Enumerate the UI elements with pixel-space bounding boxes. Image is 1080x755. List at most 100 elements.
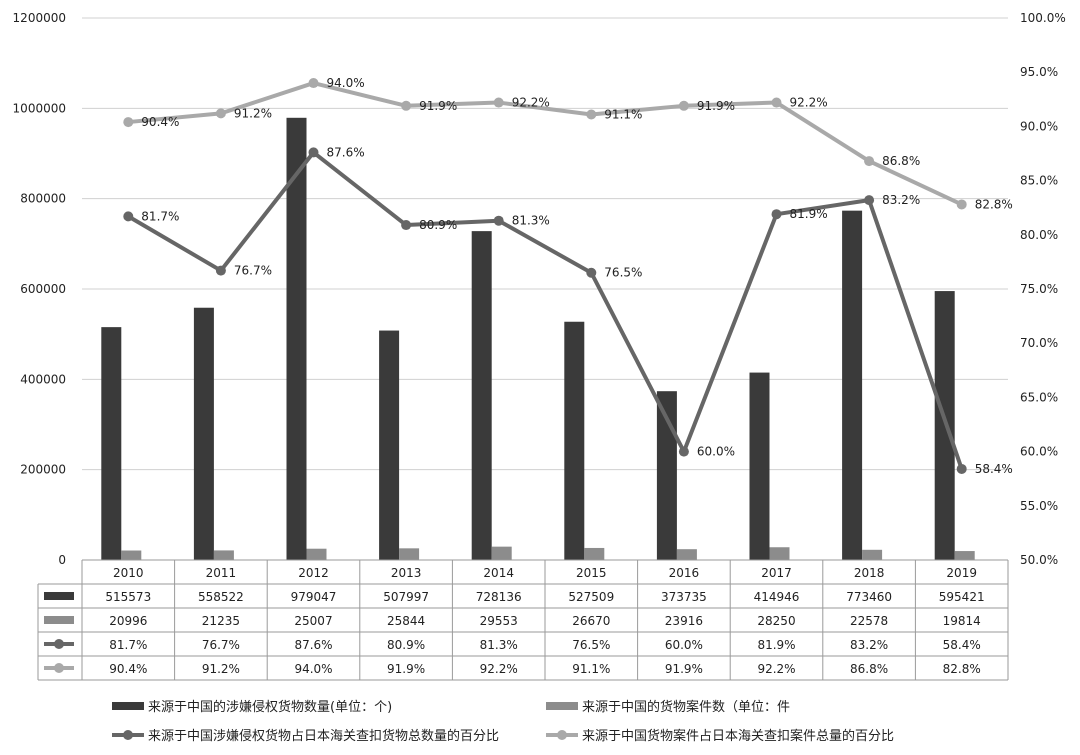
- table-cell: 558522: [198, 590, 244, 604]
- category-label: 2017: [761, 566, 792, 580]
- bar-seized-goods: [749, 372, 770, 560]
- table-cell: 515573: [105, 590, 151, 604]
- table-cell: 94.0%: [294, 662, 332, 676]
- data-label: 91.2%: [234, 106, 272, 120]
- bar-seized-goods: [656, 391, 677, 560]
- line-point: [401, 220, 412, 231]
- table-cell: 19814: [943, 614, 981, 628]
- y-right-tick-label: 50.0%: [1020, 553, 1058, 567]
- table-cell: 25007: [294, 614, 332, 628]
- data-label: 87.6%: [327, 145, 365, 159]
- table-cell: 91.1%: [572, 662, 610, 676]
- table-cell: 29553: [480, 614, 518, 628]
- table-cell: 414946: [754, 590, 800, 604]
- y-left-tick-label: 600000: [20, 282, 66, 296]
- y-right-tick-label: 75.0%: [1020, 282, 1058, 296]
- table-cell: 373735: [661, 590, 707, 604]
- data-label: 86.8%: [882, 154, 920, 168]
- data-label: 60.0%: [697, 445, 735, 459]
- table-cell: 25844: [387, 614, 425, 628]
- y-left-tick-label: 200000: [20, 463, 66, 477]
- table-cell: 595421: [939, 590, 985, 604]
- table-cell: 81.3%: [480, 638, 518, 652]
- line-point: [678, 100, 689, 111]
- y-right-tick-label: 85.0%: [1020, 174, 1058, 188]
- legend-key: [557, 730, 567, 740]
- legend-key: [112, 702, 144, 710]
- table-cell: 91.2%: [202, 662, 240, 676]
- bar-seized-goods: [842, 210, 863, 560]
- table-cell: 87.6%: [294, 638, 332, 652]
- line-point: [678, 446, 689, 457]
- data-label: 81.3%: [512, 214, 550, 228]
- legend-label: 来源于中国货物案件占日本海关查扣案件总量的百分比: [582, 728, 894, 744]
- table-legend-key: [44, 616, 74, 624]
- bar-case-count: [862, 549, 883, 560]
- line-point: [864, 156, 875, 167]
- line-point: [123, 117, 134, 128]
- table-legend-key: [54, 639, 64, 649]
- table-cell: 91.9%: [387, 662, 425, 676]
- bar-case-count: [213, 550, 234, 560]
- legend-label: 来源于中国的涉嫌侵权货物数量(单位：个): [148, 699, 392, 715]
- category-label: 2014: [483, 566, 514, 580]
- category-label: 2015: [576, 566, 607, 580]
- table-cell: 22578: [850, 614, 888, 628]
- legend-label: 来源于中国的货物案件数（单位：件: [582, 699, 790, 715]
- bar-seized-goods: [564, 321, 585, 560]
- data-label: 90.4%: [141, 115, 179, 129]
- y-right-tick-label: 95.0%: [1020, 65, 1058, 79]
- legend-label: 来源于中国涉嫌侵权货物占日本海关查扣货物总数量的百分比: [148, 728, 499, 744]
- table-cell: 773460: [846, 590, 892, 604]
- line-point: [956, 199, 967, 210]
- bar-case-count: [584, 547, 605, 560]
- y-right-tick-label: 90.0%: [1020, 119, 1058, 133]
- data-label: 91.9%: [697, 99, 735, 113]
- y-left-tick-label: 800000: [20, 192, 66, 206]
- table-cell: 21235: [202, 614, 240, 628]
- y-left-tick-label: 400000: [20, 372, 66, 386]
- line-point: [308, 147, 319, 158]
- bar-seized-goods: [286, 117, 307, 560]
- line-point: [771, 209, 782, 220]
- y-right-tick-label: 65.0%: [1020, 390, 1058, 404]
- table-cell: 92.2%: [480, 662, 518, 676]
- table-cell: 28250: [757, 614, 795, 628]
- table-cell: 92.2%: [757, 662, 795, 676]
- y-right-tick-label: 80.0%: [1020, 228, 1058, 242]
- category-label: 2013: [391, 566, 422, 580]
- bar-seized-goods: [471, 231, 492, 560]
- line-point: [215, 265, 226, 276]
- data-label: 76.5%: [604, 266, 642, 280]
- bar-seized-goods: [193, 307, 214, 560]
- bar-case-count: [769, 547, 790, 560]
- table-cell: 728136: [476, 590, 522, 604]
- table-cell: 58.4%: [943, 638, 981, 652]
- y-right-tick-label: 60.0%: [1020, 445, 1058, 459]
- table-cell: 81.7%: [109, 638, 147, 652]
- line-case-percentage: [128, 81, 963, 207]
- table-cell: 76.5%: [572, 638, 610, 652]
- line-point: [215, 108, 226, 119]
- line-point: [586, 267, 597, 278]
- bar-case-count: [306, 548, 327, 560]
- table-cell: 81.9%: [757, 638, 795, 652]
- data-label: 91.9%: [419, 99, 457, 113]
- data-label: 81.9%: [790, 207, 828, 221]
- bar-case-count: [491, 546, 512, 560]
- table-cell: 91.9%: [665, 662, 703, 676]
- y-right-tick-label: 100.0%: [1020, 11, 1066, 25]
- y-right-tick-label: 70.0%: [1020, 336, 1058, 350]
- data-label: 82.8%: [975, 197, 1013, 211]
- table-cell: 76.7%: [202, 638, 240, 652]
- data-label: 81.7%: [141, 209, 179, 223]
- line-point: [586, 109, 597, 120]
- data-label: 58.4%: [975, 462, 1013, 476]
- category-label: 2018: [854, 566, 885, 580]
- bar-seized-goods: [101, 327, 122, 560]
- line-point: [123, 211, 134, 222]
- category-label: 2016: [669, 566, 700, 580]
- legend-key: [123, 730, 133, 740]
- category-label: 2019: [946, 566, 977, 580]
